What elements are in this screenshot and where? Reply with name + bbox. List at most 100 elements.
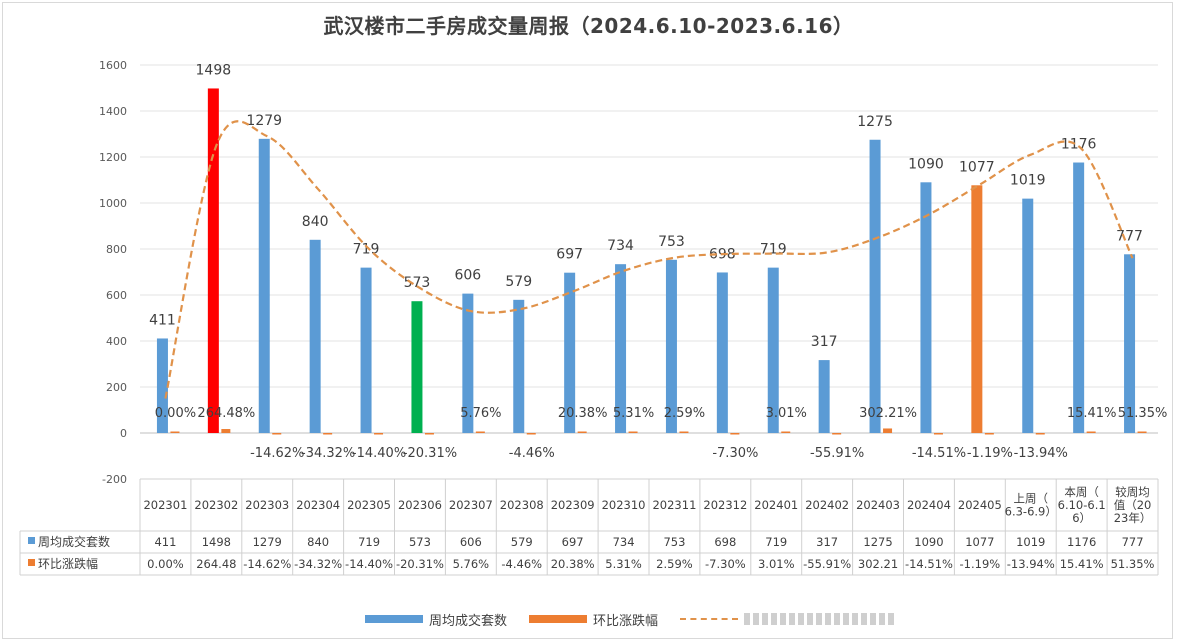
bar-data-label: 753 bbox=[658, 234, 685, 250]
table-row-swatch bbox=[28, 537, 35, 544]
table-cell: -34.32% bbox=[294, 557, 342, 571]
y-tick-label: 1400 bbox=[99, 105, 127, 118]
category-label: 202402 bbox=[805, 498, 849, 512]
category-label: 202311 bbox=[652, 498, 696, 512]
category-label: 较周均 bbox=[1115, 485, 1150, 499]
category-label: 202301 bbox=[143, 498, 187, 512]
category-label: 202303 bbox=[245, 498, 289, 512]
bar bbox=[1022, 198, 1034, 433]
category-label: 202308 bbox=[500, 498, 544, 512]
y-tick-label: 1000 bbox=[99, 197, 127, 210]
table-cell: 20.38% bbox=[551, 557, 595, 571]
table-row-label: 周均成交套数 bbox=[38, 534, 110, 549]
pct-bar bbox=[781, 431, 791, 433]
pct-data-label: -14.40% bbox=[352, 446, 406, 461]
category-label: 本周（ bbox=[1064, 485, 1099, 499]
pct-data-label: -1.19% bbox=[967, 446, 1013, 461]
table-cell: 840 bbox=[307, 535, 329, 549]
table-cell: -7.30% bbox=[705, 557, 746, 571]
bar bbox=[1073, 162, 1085, 433]
bar-data-label: 1019 bbox=[1010, 173, 1046, 189]
table-cell: 411 bbox=[154, 535, 176, 549]
y-tick-label: 400 bbox=[106, 335, 127, 348]
pct-data-label: -55.91% bbox=[810, 446, 864, 461]
pct-data-label: -14.51% bbox=[912, 446, 966, 461]
bar bbox=[665, 259, 677, 433]
bar bbox=[309, 239, 321, 433]
bar bbox=[767, 267, 779, 433]
chart-title: 武汉楼市二手房成交量周报（2024.6.10-2023.6.16） bbox=[323, 14, 854, 38]
pct-bar bbox=[933, 433, 943, 435]
bar-data-label: 1176 bbox=[1061, 137, 1097, 153]
bar bbox=[258, 138, 270, 433]
trend-line bbox=[164, 120, 1134, 399]
pct-data-label: -14.62% bbox=[250, 446, 304, 461]
bar-data-label: 411 bbox=[149, 312, 176, 328]
bar bbox=[207, 88, 219, 434]
legend-label-trend-obscured bbox=[744, 613, 895, 625]
table-row-swatch bbox=[28, 559, 35, 566]
table-cell: 51.35% bbox=[1111, 557, 1155, 571]
pct-bar bbox=[475, 431, 485, 433]
table-cell: -14.62% bbox=[243, 557, 291, 571]
y-tick-label: 200 bbox=[106, 381, 127, 394]
pct-bar bbox=[272, 433, 282, 435]
bar bbox=[156, 338, 168, 433]
pct-data-label: -7.30% bbox=[712, 446, 758, 461]
category-label: 202312 bbox=[703, 498, 747, 512]
pct-data-label: -20.31% bbox=[403, 446, 457, 461]
category-label: 202405 bbox=[958, 498, 1002, 512]
table-cell: 697 bbox=[562, 535, 584, 549]
bar-data-label: 579 bbox=[505, 274, 532, 290]
bar-data-label: 606 bbox=[454, 268, 481, 284]
pct-data-label: 264.48% bbox=[197, 406, 255, 421]
bar bbox=[920, 182, 932, 433]
bar-data-label: 777 bbox=[1116, 228, 1143, 244]
table-cell: 264.48 bbox=[196, 557, 236, 571]
bar-data-label: 1279 bbox=[246, 113, 282, 129]
bar-data-label: 1077 bbox=[959, 159, 995, 175]
legend-swatch-pct bbox=[529, 615, 588, 623]
category-label: 值（20 bbox=[1114, 498, 1152, 512]
pct-data-label: 20.38% bbox=[558, 406, 608, 421]
table-cell: 3.01% bbox=[758, 557, 795, 571]
table-cell: 0.00% bbox=[147, 557, 184, 571]
table-cell: 777 bbox=[1122, 535, 1144, 549]
legend-item-trend bbox=[680, 613, 895, 625]
chart-legend: 周均成交套数 环比涨跌幅 bbox=[365, 609, 916, 629]
category-label: 202403 bbox=[856, 498, 900, 512]
category-label: 6） bbox=[1072, 511, 1091, 525]
category-label: 6.10-6.1 bbox=[1058, 498, 1106, 512]
category-label: 202306 bbox=[398, 498, 442, 512]
pct-bar bbox=[679, 431, 689, 433]
table-cell: 719 bbox=[765, 535, 787, 549]
pct-bar bbox=[374, 433, 384, 435]
category-label: 上周（ bbox=[1014, 492, 1049, 506]
table-cell: -55.91% bbox=[803, 557, 851, 571]
y-tick-label: 600 bbox=[106, 289, 127, 302]
table-cell: -20.31% bbox=[396, 557, 444, 571]
table-cell: 317 bbox=[816, 535, 838, 549]
pct-bar bbox=[628, 431, 638, 433]
chart-canvas: -200 0 200 400 600 800 1000 1200 1400 1600 411 1498… bbox=[19, 59, 1167, 576]
legend-swatch-trend bbox=[680, 618, 739, 620]
table-cell: 698 bbox=[714, 535, 736, 549]
table-cell: 1498 bbox=[202, 535, 231, 549]
bar-data-label: 1090 bbox=[908, 156, 944, 172]
pct-bar bbox=[526, 433, 536, 435]
y-tick-label: 1600 bbox=[99, 59, 127, 72]
pct-bar bbox=[832, 433, 842, 435]
table-cell: 5.31% bbox=[605, 557, 642, 571]
table-cell: -1.19% bbox=[960, 557, 1001, 571]
table-cell: 1077 bbox=[965, 535, 994, 549]
pct-bar bbox=[323, 433, 333, 435]
pct-data-label: 302.21% bbox=[859, 406, 917, 421]
bar-data-label: 840 bbox=[302, 214, 329, 230]
pct-bar bbox=[883, 428, 893, 433]
bar bbox=[564, 272, 576, 433]
bar-data-label: 734 bbox=[607, 238, 634, 254]
table-row-label: 环比涨跌幅 bbox=[38, 556, 98, 571]
bar-data-label: 697 bbox=[556, 247, 583, 263]
bar bbox=[818, 360, 830, 433]
